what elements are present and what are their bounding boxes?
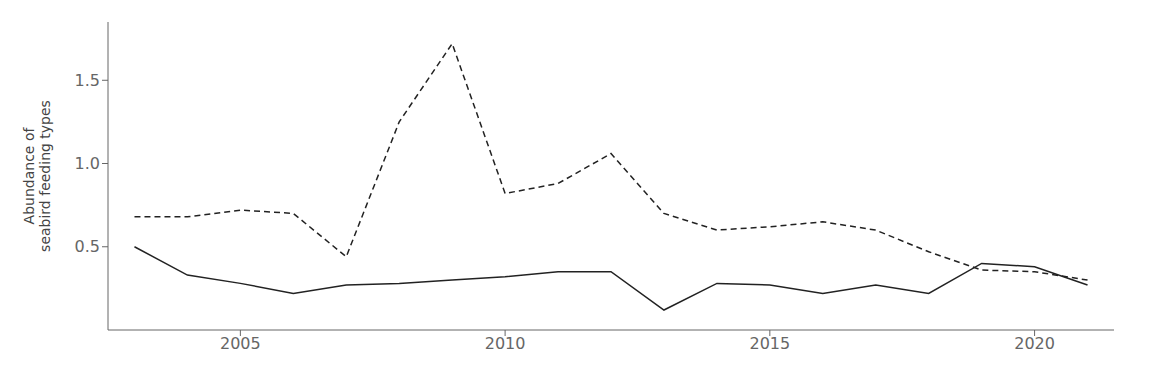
svg-text:2020: 2020: [1014, 334, 1055, 353]
svg-text:1.5: 1.5: [75, 71, 100, 90]
svg-text:2005: 2005: [220, 334, 261, 353]
svg-text:Abundance ofseabird feeding ty: Abundance ofseabird feeding types: [21, 100, 54, 252]
svg-text:2015: 2015: [749, 334, 790, 353]
svg-text:1.0: 1.0: [75, 154, 100, 173]
svg-text:2010: 2010: [485, 334, 526, 353]
svg-text:0.5: 0.5: [75, 237, 100, 256]
